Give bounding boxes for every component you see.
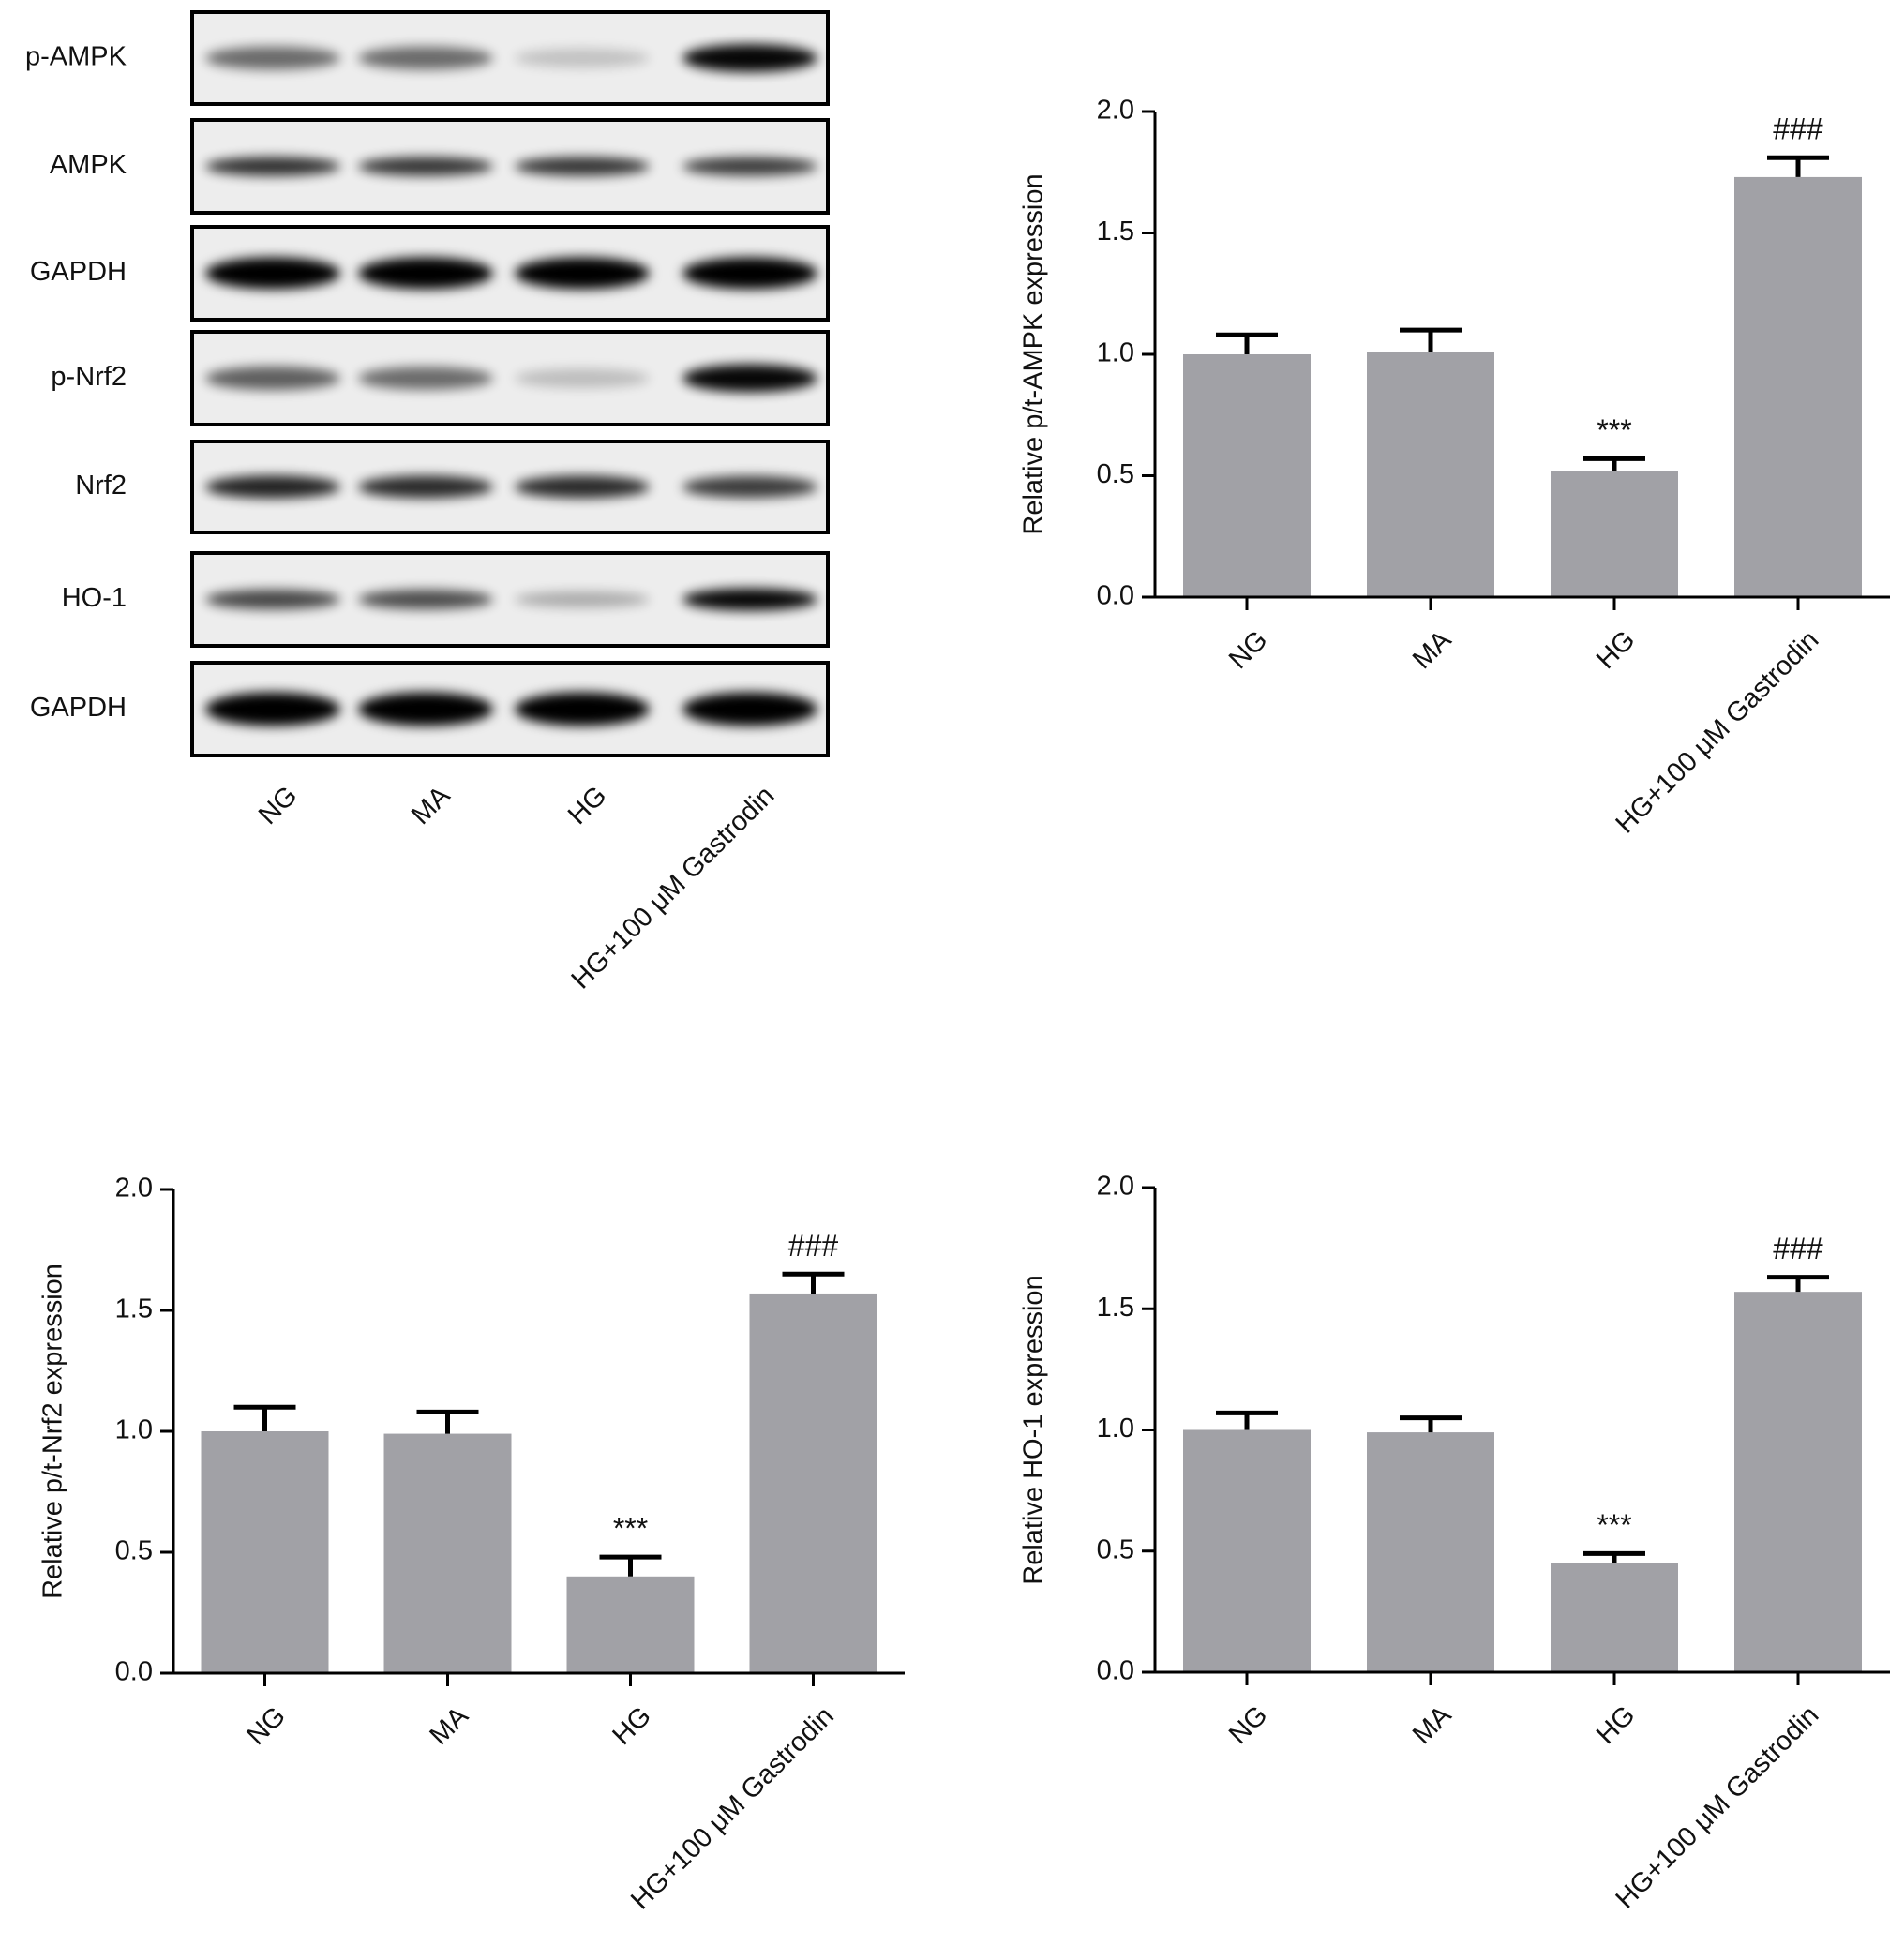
blot-band — [358, 475, 493, 499]
blot-band — [515, 157, 650, 176]
blot-lane-label: MA — [406, 780, 457, 830]
blot-row-label: AMPK — [50, 150, 127, 180]
y-tick-label: 1.5 — [115, 1294, 153, 1324]
error-bar — [599, 1554, 662, 1577]
x-tick-label: HG+100 μM Gastrodin — [1611, 625, 1825, 840]
y-axis-label: Relative HO-1 expression — [1019, 1275, 1049, 1584]
blot-band — [205, 589, 340, 610]
x-tick-label: MA — [1407, 1699, 1458, 1750]
bar — [1183, 1429, 1311, 1672]
x-tick-label: NG — [241, 1701, 291, 1751]
blot-band — [515, 48, 650, 68]
y-axis-label: Relative p/t-Nrf2 expression — [38, 1264, 68, 1599]
annotation: *** — [1597, 413, 1631, 447]
y-tick-label: 1.0 — [115, 1415, 153, 1445]
error-bar — [416, 1409, 479, 1434]
y-tick-label: 2.0 — [1097, 1172, 1134, 1202]
blot-lane-label: HG — [562, 781, 612, 830]
x-tick-label: MA — [424, 1700, 474, 1751]
blot-band — [682, 157, 817, 176]
x-tick-label: HG+100 μM Gastrodin — [1611, 1700, 1825, 1915]
annotation: ### — [788, 1229, 839, 1263]
blot-row-label: Nrf2 — [75, 471, 127, 501]
blot-band — [515, 591, 650, 608]
blot-row-label: GAPDH — [30, 693, 127, 723]
blot-band — [205, 157, 340, 176]
bar — [1183, 354, 1311, 597]
blot-band — [358, 590, 493, 609]
error-bar — [1767, 155, 1829, 177]
bar — [1551, 1563, 1678, 1672]
blot-band — [205, 257, 340, 290]
y-tick-label: 0.5 — [115, 1536, 153, 1566]
error-bar — [1583, 1550, 1645, 1563]
bar — [1551, 471, 1678, 597]
error-bar — [233, 1404, 296, 1431]
blot-band — [205, 475, 340, 499]
x-tick-label: HG — [1591, 1700, 1641, 1750]
error-bar — [1400, 1415, 1462, 1433]
x-tick-label: HG+100 μM Gastrodin — [625, 1701, 840, 1916]
blot-row-label: p-Nrf2 — [51, 362, 127, 392]
x-tick-label: HG — [1591, 625, 1641, 675]
y-tick-label: 0.5 — [1097, 459, 1134, 489]
bar — [201, 1431, 329, 1673]
blot-band — [682, 692, 817, 726]
y-tick-label: 0.5 — [1097, 1534, 1134, 1564]
blot-band — [358, 367, 493, 390]
blot-lane-label: NG — [253, 781, 303, 830]
y-tick-label: 2.0 — [1097, 96, 1134, 126]
annotation: *** — [613, 1512, 648, 1546]
error-bar — [782, 1271, 845, 1294]
blot-band — [358, 46, 493, 70]
x-tick-label: NG — [1223, 625, 1273, 675]
blot-row-label: HO-1 — [62, 583, 127, 613]
blot-band — [682, 588, 817, 611]
y-axis-label: Relative p/t-AMPK expression — [1019, 173, 1049, 534]
bar — [1734, 176, 1862, 597]
blot-band — [682, 475, 817, 499]
annotation: ### — [1773, 1232, 1823, 1265]
annotation: ### — [1773, 112, 1823, 146]
blot-band — [515, 257, 650, 290]
error-bar — [1216, 332, 1278, 354]
x-tick-label: MA — [1407, 624, 1458, 675]
blot-band — [682, 364, 817, 393]
blot-band — [515, 692, 650, 726]
x-tick-label: NG — [1223, 1700, 1273, 1750]
y-tick-label: 0.0 — [115, 1657, 153, 1687]
bar — [1367, 1432, 1494, 1672]
blot-band — [682, 257, 817, 290]
blot-band — [358, 157, 493, 176]
bar — [566, 1576, 695, 1673]
y-tick-label: 1.5 — [1097, 1293, 1134, 1323]
blot-row-label: p-AMPK — [25, 42, 127, 72]
y-tick-label: 1.0 — [1097, 338, 1134, 368]
blot-band — [358, 692, 493, 726]
error-bar — [1583, 456, 1645, 471]
y-tick-label: 2.0 — [115, 1174, 153, 1204]
error-bar — [1216, 1410, 1278, 1430]
y-tick-label: 1.5 — [1097, 217, 1134, 247]
error-bar — [1400, 327, 1462, 352]
blot-band — [205, 692, 340, 726]
y-tick-label: 0.0 — [1097, 581, 1134, 611]
blot-band — [205, 366, 340, 391]
blot-band — [358, 257, 493, 290]
blot-band — [205, 46, 340, 70]
bar — [749, 1293, 877, 1673]
blot-band — [682, 44, 817, 72]
annotation: *** — [1597, 1508, 1631, 1542]
bar — [1734, 1292, 1862, 1672]
x-tick-label: HG — [607, 1701, 656, 1751]
y-tick-label: 1.0 — [1097, 1414, 1134, 1444]
blot-band — [515, 368, 650, 388]
bar — [383, 1433, 512, 1673]
blot-band — [515, 475, 650, 499]
blot-row-label: GAPDH — [30, 257, 127, 287]
error-bar — [1767, 1275, 1829, 1293]
y-tick-label: 0.0 — [1097, 1656, 1134, 1686]
bar — [1367, 352, 1494, 597]
